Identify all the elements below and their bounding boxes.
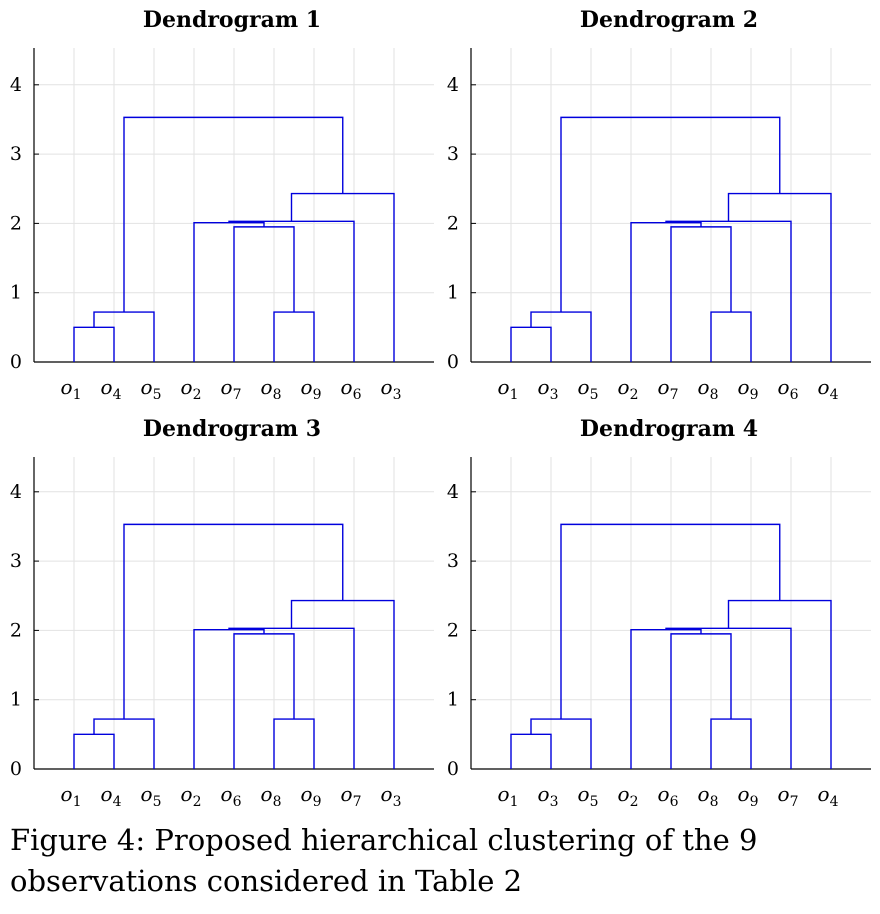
dendrogram-link (530, 718, 592, 769)
dendrogram-link (123, 523, 344, 720)
leaf-label: o9 (301, 375, 322, 403)
leaf-label: o5 (578, 782, 599, 810)
dendrogram-link (665, 627, 792, 769)
leaf-label: o4 (818, 375, 839, 403)
leaf-label: o6 (341, 375, 362, 403)
leaf-label: o8 (698, 375, 719, 403)
dendrogram-link (273, 311, 315, 362)
leaf-label: o3 (381, 782, 402, 810)
dendrogram-link (560, 523, 781, 720)
leaf-label: o3 (538, 375, 559, 403)
leaf-label: o8 (698, 782, 719, 810)
y-tick-label: 0 (10, 758, 22, 780)
leaf-label: o5 (141, 782, 162, 810)
leaf-label: o1 (498, 782, 519, 810)
leaf-label: o1 (61, 375, 82, 403)
leaf-label: o8 (261, 782, 282, 810)
y-tick-label: 0 (447, 758, 459, 780)
leaf-label: o7 (341, 782, 362, 810)
y-tick-label: 4 (447, 74, 459, 96)
dendrogram-link (510, 326, 552, 362)
leaf-label: o1 (61, 782, 82, 810)
y-tick-label: 1 (447, 282, 459, 304)
dendrogram-panel-2: Dendrogram 2 0 1 2 3 4 o1 o3 o5 o2 o7 o8 o9 o6 o4 (447, 7, 871, 403)
dendrogram-link (560, 116, 781, 313)
y-tick-label: 1 (10, 689, 22, 711)
leaf-label: o3 (381, 375, 402, 403)
dendrogram-link (93, 311, 155, 362)
panel-title: Dendrogram 1 (143, 7, 321, 33)
leaf-label: o5 (578, 375, 599, 403)
y-tick-label: 4 (10, 74, 22, 96)
y-tick-label: 3 (10, 143, 22, 165)
leaf-label: o1 (498, 375, 519, 403)
leaf-label: o2 (181, 375, 202, 403)
dendrogram-panel-4: Dendrogram 4 0 1 2 3 4 o1 o3 o5 o2 o6 o8 o9 o7 o4 (447, 416, 871, 810)
leaf-label: o7 (778, 782, 799, 810)
y-tick-label: 3 (447, 143, 459, 165)
y-tick-label: 4 (447, 481, 459, 503)
leaf-label: o9 (301, 782, 322, 810)
y-tick-label: 1 (447, 689, 459, 711)
dendrogram-link (510, 733, 552, 769)
leaf-label: o6 (658, 782, 679, 810)
figure-caption: Figure 4: Proposed hierarchical clusteri… (10, 823, 758, 898)
dendrogram-link (93, 718, 155, 769)
leaf-label: o4 (818, 782, 839, 810)
y-tick-label: 2 (447, 619, 459, 641)
y-tick-label: 4 (10, 481, 22, 503)
dendrogram-link (670, 226, 732, 362)
leaf-label: o9 (738, 375, 759, 403)
leaf-label: o6 (221, 782, 242, 810)
dendrogram-link (73, 326, 115, 362)
dendrogram-panel-1: Dendrogram 1 0 1 2 3 4 o1 o4 o5 o2 o7 o8 o9 o6 o3 (10, 7, 434, 403)
y-tick-label: 3 (447, 550, 459, 572)
dendrogram-link (710, 718, 752, 769)
y-tick-label: 2 (447, 212, 459, 234)
dendrogram-link (727, 192, 832, 362)
dendrogram-link (665, 220, 792, 362)
dendrogram-link (290, 599, 395, 769)
leaf-label: o2 (618, 782, 639, 810)
leaf-label: o4 (101, 375, 122, 403)
dendrogram-link (273, 718, 315, 769)
y-tick-label: 0 (447, 351, 459, 373)
y-tick-label: 2 (10, 212, 22, 234)
panel-title: Dendrogram 2 (580, 7, 758, 33)
dendrogram-link (228, 220, 355, 362)
dendrogram-link (670, 633, 732, 769)
panel-title: Dendrogram 4 (580, 416, 758, 442)
y-tick-label: 2 (10, 619, 22, 641)
leaf-label: o4 (101, 782, 122, 810)
leaf-label: o5 (141, 375, 162, 403)
dendrogram-link (123, 116, 344, 313)
dendrogram-link (233, 633, 295, 769)
leaf-label: o6 (778, 375, 799, 403)
dendrogram-link (73, 733, 115, 769)
y-tick-label: 3 (10, 550, 22, 572)
dendrogram-link (233, 226, 295, 362)
leaf-label: o7 (658, 375, 679, 403)
y-tick-label: 0 (10, 351, 22, 373)
leaf-label: o8 (261, 375, 282, 403)
leaf-label: o2 (181, 782, 202, 810)
dendrogram-link (290, 192, 395, 362)
leaf-label: o9 (738, 782, 759, 810)
dendrogram-link (710, 311, 752, 362)
panel-title: Dendrogram 3 (143, 416, 321, 442)
dendrogram-link (228, 627, 355, 769)
dendrogram-link (727, 599, 832, 769)
leaf-label: o7 (221, 375, 242, 403)
leaf-label: o3 (538, 782, 559, 810)
dendrogram-panel-3: Dendrogram 3 0 1 2 3 4 o1 o4 o5 o2 o6 o8 o9 o7 o3 (10, 416, 434, 810)
leaf-label: o2 (618, 375, 639, 403)
y-tick-label: 1 (10, 282, 22, 304)
dendrogram-link (530, 311, 592, 362)
